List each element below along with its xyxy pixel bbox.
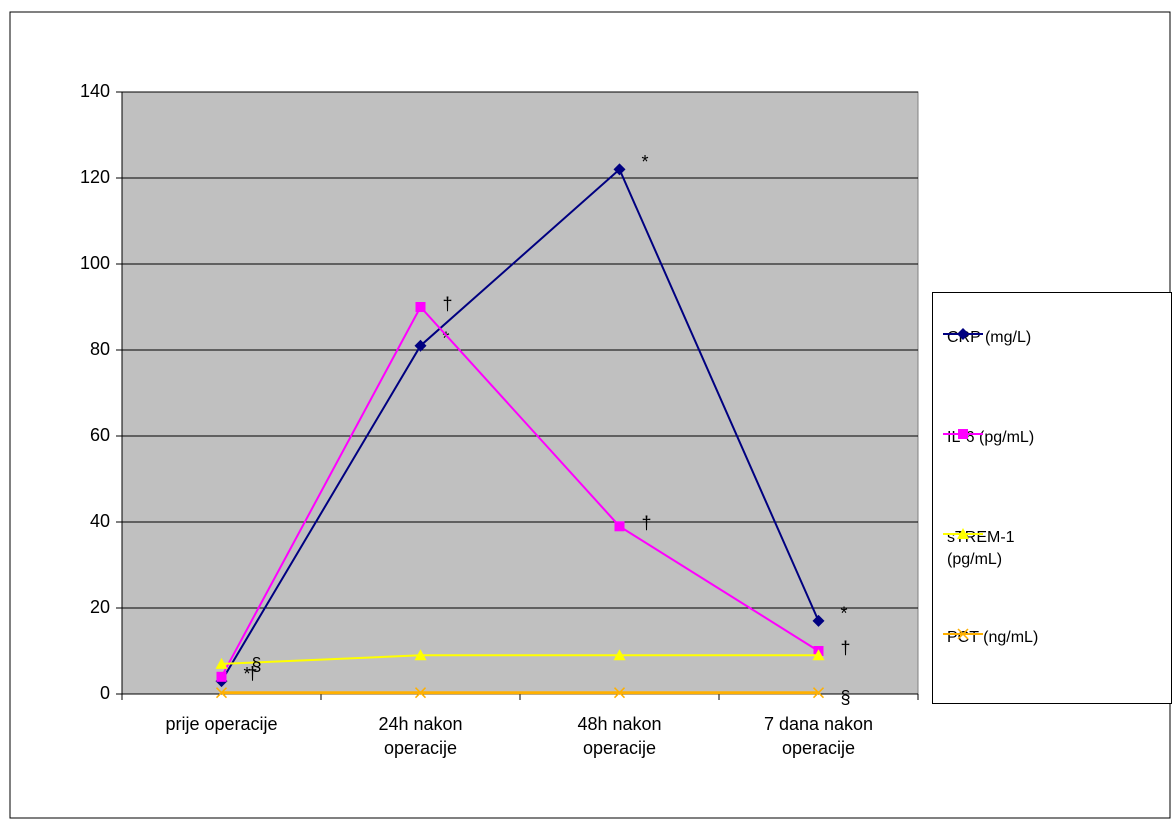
y-tick-label: 80 (90, 339, 110, 359)
series-line (220, 167, 820, 682)
legend-label: sTREM-1 (pg/mL) (947, 529, 1015, 568)
point (215, 657, 228, 669)
series-line (220, 305, 820, 678)
point (613, 687, 626, 699)
legend-marker (957, 328, 969, 340)
y-tick-label: 140 (80, 81, 110, 101)
point (415, 302, 426, 312)
series: † † † † (216, 294, 851, 684)
legend-swatch (943, 628, 983, 640)
y-tick-label: 120 (80, 167, 110, 187)
legend-marker (957, 628, 969, 640)
y-tick-label: 20 (90, 597, 110, 617)
series: § (215, 649, 825, 675)
point-label: § (252, 655, 262, 675)
legend-entry: PCT (ng/mL) (943, 627, 1038, 649)
legend-swatch (943, 429, 983, 439)
legend: CRP (mg/L) IL-6 (pg/mL) sTREM-1 (pg/mL) PCT… (932, 292, 1172, 704)
x-tick-label: 48h nakon operacije (577, 714, 662, 758)
point-label: * (841, 604, 848, 624)
series: § (215, 687, 851, 707)
legend-entry: IL-6 (pg/mL) (943, 427, 1034, 449)
legend-marker (957, 528, 969, 539)
point-label: * (443, 328, 450, 348)
point-label: § (841, 687, 851, 707)
x-tick-label: 24h nakon operacije (378, 714, 463, 758)
point-label: † (841, 638, 851, 658)
point (414, 687, 427, 699)
point (614, 521, 625, 532)
y-tick-label: 100 (80, 253, 110, 273)
point (414, 649, 427, 661)
legend-entry: CRP (mg/L) (943, 327, 1031, 349)
plot-area (121, 91, 919, 695)
point (215, 687, 228, 699)
point-label: † (248, 664, 258, 684)
series-line (221, 654, 819, 665)
point (414, 339, 427, 352)
y-tick-label: 0 (100, 683, 110, 703)
point-label: * (244, 664, 251, 684)
point-label: † (642, 513, 652, 533)
legend-swatch (943, 328, 983, 340)
point (812, 614, 825, 627)
y-tick-label: 60 (90, 425, 110, 445)
point (812, 649, 825, 661)
legend-swatch (943, 528, 983, 539)
point (812, 687, 825, 699)
point-label: * (642, 152, 649, 172)
legend-marker (958, 429, 968, 439)
y-tick-label: 40 (90, 511, 110, 531)
series: * * * * (215, 152, 848, 688)
point (216, 671, 227, 682)
point (613, 163, 626, 176)
point (613, 649, 626, 661)
legend-entry: sTREM-1 (pg/mL) (943, 527, 1067, 571)
point-label: † (443, 294, 453, 314)
x-tick-label: 7 dana nakon operacije (763, 714, 874, 758)
x-tick-label: prije operacije (165, 714, 278, 734)
